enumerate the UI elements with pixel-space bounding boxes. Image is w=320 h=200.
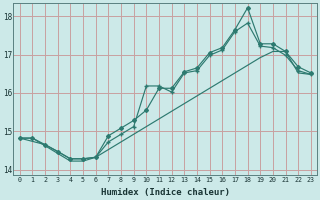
X-axis label: Humidex (Indice chaleur): Humidex (Indice chaleur) [101,188,230,197]
